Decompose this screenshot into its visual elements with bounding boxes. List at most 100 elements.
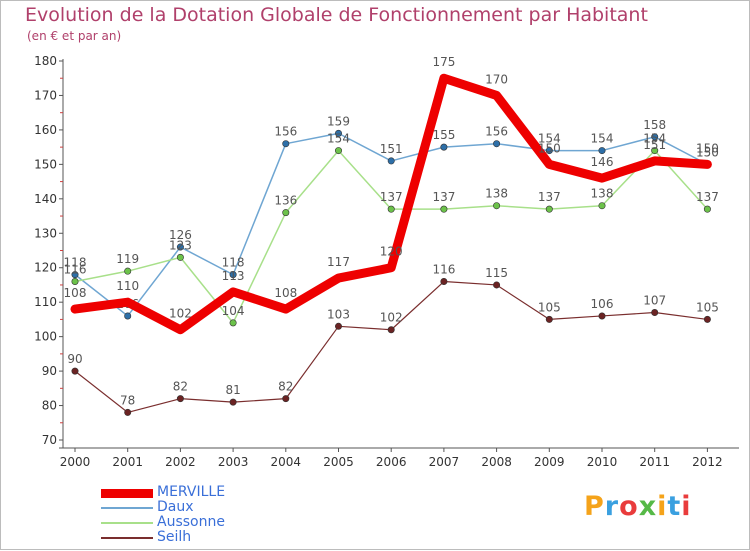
data-label-aussonne: 138 <box>591 187 614 201</box>
data-label-seilh: 82 <box>173 380 188 394</box>
data-label-daux: 156 <box>274 125 297 139</box>
data-label-aussonne: 137 <box>538 190 561 204</box>
data-point-aussonne <box>282 209 290 217</box>
logo-letter: r <box>604 491 620 522</box>
data-label-merville: 150 <box>696 141 719 155</box>
y-tick-label: 70 <box>42 433 57 447</box>
y-tick-label: 170 <box>34 88 57 102</box>
logo-letter: P <box>584 491 605 522</box>
data-label-daux: 154 <box>591 132 614 146</box>
data-point-daux <box>545 147 553 155</box>
data-point-seilh <box>334 322 342 330</box>
data-label-seilh: 105 <box>538 300 561 314</box>
data-point-daux <box>598 147 606 155</box>
data-label-seilh: 115 <box>485 266 508 280</box>
x-tick-label: 2004 <box>271 455 302 469</box>
data-label-aussonne: 136 <box>274 194 297 208</box>
data-point-daux <box>282 140 290 148</box>
data-label-merville: 113 <box>222 269 245 283</box>
legend-label: Daux <box>157 499 194 515</box>
data-label-aussonne: 104 <box>222 304 245 318</box>
data-point-seilh <box>176 395 184 403</box>
data-point-seilh <box>282 395 290 403</box>
y-tick-label: 110 <box>34 295 57 309</box>
data-label-aussonne: 137 <box>380 190 403 204</box>
legend-swatch <box>101 522 153 524</box>
logo-letter: x <box>638 491 658 522</box>
data-label-seilh: 116 <box>432 263 455 277</box>
y-tick-label: 160 <box>34 123 57 137</box>
data-point-seilh <box>651 309 659 317</box>
logo-letter: t <box>667 491 682 522</box>
data-point-aussonne <box>229 319 237 327</box>
data-point-aussonne <box>387 205 395 213</box>
data-label-merville: 150 <box>538 141 561 155</box>
data-label-seilh: 106 <box>591 297 614 311</box>
data-label-aussonne: 154 <box>643 132 666 146</box>
data-point-aussonne <box>334 147 342 155</box>
legend-label: MERVILLE <box>157 484 226 500</box>
data-point-aussonne <box>176 253 184 261</box>
chart-title: Evolution de la Dotation Globale de Fonc… <box>25 4 648 26</box>
data-label-merville: 146 <box>591 155 614 169</box>
data-label-daux: 156 <box>485 125 508 139</box>
data-label-daux: 150 <box>696 145 719 159</box>
x-tick-label: 2008 <box>481 455 512 469</box>
data-label-aussonne: 119 <box>116 252 139 266</box>
data-label-seilh: 90 <box>67 352 82 366</box>
y-tick-label: 150 <box>34 157 57 171</box>
data-label-aussonne: 123 <box>169 238 192 252</box>
data-point-daux <box>124 312 132 320</box>
data-label-merville: 108 <box>274 286 297 300</box>
y-tick-label: 130 <box>34 226 57 240</box>
data-point-daux <box>229 271 237 279</box>
data-label-aussonne: 154 <box>327 132 350 146</box>
data-point-aussonne <box>598 202 606 210</box>
data-point-aussonne <box>440 205 448 213</box>
x-tick-label: 2000 <box>60 455 91 469</box>
data-label-aussonne: 116 <box>64 263 87 277</box>
data-label-aussonne: 138 <box>485 187 508 201</box>
y-tick-label: 80 <box>42 399 57 413</box>
data-point-aussonne <box>493 202 501 210</box>
x-tick-label: 2003 <box>218 455 249 469</box>
legend-swatch <box>101 507 153 509</box>
y-tick-label: 100 <box>34 330 57 344</box>
data-label-daux: 158 <box>643 118 666 132</box>
y-tick-label: 180 <box>34 54 57 68</box>
data-label-seilh: 105 <box>696 300 719 314</box>
data-point-aussonne <box>545 205 553 213</box>
x-tick-label: 2002 <box>165 455 196 469</box>
data-point-seilh <box>387 326 395 334</box>
x-tick-label: 2012 <box>692 455 723 469</box>
data-label-seilh: 103 <box>327 307 350 321</box>
x-tick-label: 2011 <box>639 455 670 469</box>
y-tick-label: 120 <box>34 261 57 275</box>
data-label-aussonne: 137 <box>432 190 455 204</box>
data-label-merville: 175 <box>432 55 455 69</box>
data-label-daux: 151 <box>380 142 403 156</box>
data-point-seilh <box>71 367 79 375</box>
y-tick-label: 140 <box>34 192 57 206</box>
logo-letter: o <box>619 491 639 522</box>
data-label-daux: 126 <box>169 228 192 242</box>
data-point-seilh <box>229 398 237 406</box>
logo-letter: i <box>657 491 668 522</box>
legend-swatch <box>101 537 153 539</box>
data-label-daux: 155 <box>432 128 455 142</box>
legend-label: Seilh <box>157 529 192 545</box>
data-point-daux <box>387 157 395 165</box>
data-label-merville: 102 <box>169 307 192 321</box>
data-point-daux <box>71 271 79 279</box>
x-tick-label: 2006 <box>376 455 407 469</box>
proxiti-logo: Proxiti <box>584 491 692 522</box>
data-label-seilh: 107 <box>643 294 666 308</box>
data-point-seilh <box>493 281 501 289</box>
data-point-daux <box>651 133 659 141</box>
data-label-merville: 110 <box>116 279 139 293</box>
data-point-daux <box>493 140 501 148</box>
data-point-seilh <box>598 312 606 320</box>
data-label-seilh: 78 <box>120 393 135 407</box>
